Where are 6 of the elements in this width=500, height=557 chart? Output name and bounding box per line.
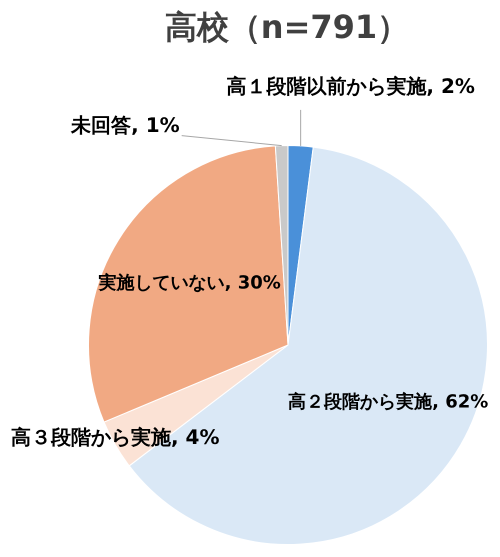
- slice-label: 高２段階から実施, 62%: [288, 392, 488, 413]
- slice-label: 未回答, 1%: [70, 112, 180, 137]
- slice-label: 高３段階から実施, 4%: [10, 424, 220, 449]
- slice-label: 高１段階以前から実施, 2%: [226, 74, 475, 98]
- chart-title: 高校（n=791）: [164, 7, 410, 48]
- slice-label: 実施していない, 30%: [98, 272, 281, 294]
